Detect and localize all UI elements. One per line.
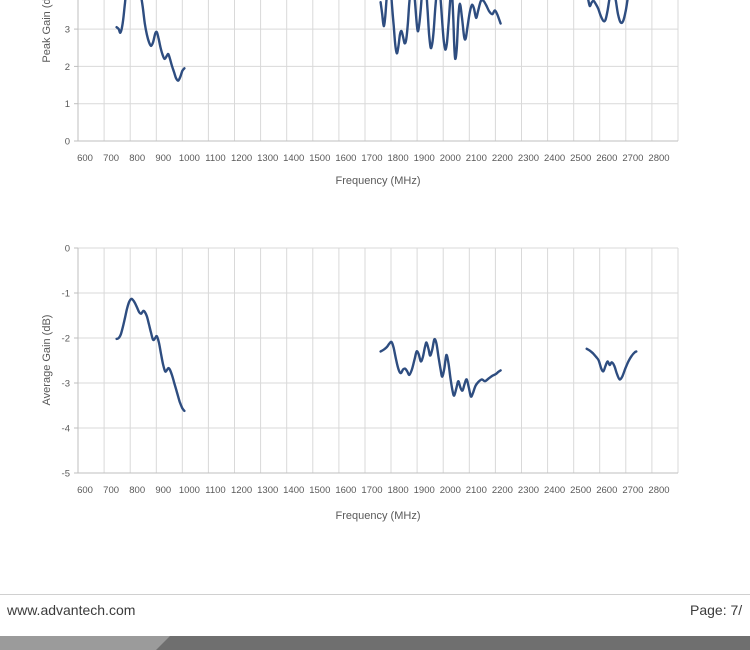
svg-text:0: 0: [65, 137, 70, 148]
tick-labels: 0 -1 -2 -3 -4 -5 600 700 800 900 1000 1100 1200 1300 1…: [62, 244, 670, 497]
svg-text:0: 0: [65, 244, 70, 255]
bottom-bar: [0, 636, 750, 650]
svg-text:600: 600: [77, 485, 93, 496]
svg-text:700: 700: [103, 485, 119, 496]
svg-text:900: 900: [155, 485, 171, 496]
peak-chart-y-axis-title: Peak Gain (dB): [41, 0, 53, 63]
svg-text:-5: -5: [62, 469, 70, 480]
svg-text:1100: 1100: [205, 153, 225, 164]
svg-text:1500: 1500: [309, 485, 330, 496]
peak-chart-x-axis-title: Frequency (MHz): [335, 175, 421, 187]
footer-page-number: Page: 7/: [690, 602, 743, 618]
svg-text:-4: -4: [62, 424, 70, 435]
gridlines: [77, 247, 679, 474]
footer-divider: [0, 594, 750, 595]
svg-text:2300: 2300: [518, 485, 539, 496]
svg-text:2200: 2200: [492, 485, 513, 496]
svg-text:2700: 2700: [622, 153, 643, 164]
series-line: [115, 297, 638, 413]
average-chart-x-axis-title: Frequency (MHz): [335, 510, 421, 522]
svg-text:1900: 1900: [414, 485, 435, 496]
svg-text:2100: 2100: [466, 153, 487, 164]
svg-text:3: 3: [65, 25, 70, 36]
svg-text:1300: 1300: [257, 485, 278, 496]
svg-text:2000: 2000: [440, 485, 461, 496]
footer-website-link[interactable]: www.advantech.com: [7, 602, 136, 618]
svg-text:1400: 1400: [283, 153, 304, 164]
svg-text:2500: 2500: [570, 485, 591, 496]
svg-text:2300: 2300: [518, 153, 539, 164]
svg-text:2400: 2400: [544, 485, 565, 496]
svg-text:1700: 1700: [361, 485, 382, 496]
svg-text:2: 2: [65, 62, 70, 73]
axes: [74, 247, 678, 474]
svg-text:2600: 2600: [596, 153, 617, 164]
svg-text:600: 600: [77, 153, 93, 164]
average-chart-y-axis-title: Average Gain (dB): [41, 314, 53, 406]
svg-text:800: 800: [129, 153, 145, 164]
svg-text:-2: -2: [62, 334, 70, 345]
svg-text:1: 1: [65, 99, 70, 110]
svg-text:1000: 1000: [179, 485, 200, 496]
svg-text:2000: 2000: [440, 153, 461, 164]
axes: [74, 0, 678, 142]
gridlines: [77, 0, 679, 142]
svg-text:1300: 1300: [257, 153, 278, 164]
svg-text:2100: 2100: [466, 485, 487, 496]
svg-text:2800: 2800: [648, 153, 669, 164]
svg-text:2800: 2800: [648, 485, 669, 496]
svg-text:1800: 1800: [388, 485, 409, 496]
svg-text:1500: 1500: [309, 153, 330, 164]
svg-text:1200: 1200: [231, 485, 252, 496]
svg-text:1600: 1600: [335, 485, 356, 496]
svg-text:2700: 2700: [622, 485, 643, 496]
svg-text:1000: 1000: [179, 153, 200, 164]
svg-text:-1: -1: [62, 289, 70, 300]
svg-text:900: 900: [155, 153, 171, 164]
svg-text:1600: 1600: [335, 153, 356, 164]
tick-labels: 0 1 2 3 600 700 800 900 1000 1100 1200 1300 1400 1500…: [65, 25, 670, 164]
svg-text:1400: 1400: [283, 485, 304, 496]
svg-text:2200: 2200: [492, 153, 513, 164]
svg-text:1100: 1100: [205, 485, 225, 496]
svg-text:1800: 1800: [388, 153, 409, 164]
svg-text:2400: 2400: [544, 153, 565, 164]
peak-gain-chart-canvas: 0 1 2 3 600 700 800 900 1000 1100 1200 1300 1400 1500…: [65, 0, 679, 164]
svg-text:-3: -3: [62, 379, 70, 390]
svg-text:1900: 1900: [414, 153, 435, 164]
svg-text:2600: 2600: [596, 485, 617, 496]
svg-text:700: 700: [103, 153, 119, 164]
svg-text:800: 800: [129, 485, 145, 496]
series-line: [115, 0, 629, 82]
average-gain-chart-canvas: 0 -1 -2 -3 -4 -5 600 700 800 900 1000 1100 1200 1300 1…: [62, 244, 679, 497]
svg-text:1200: 1200: [231, 153, 252, 164]
svg-text:1700: 1700: [361, 153, 382, 164]
svg-text:2500: 2500: [570, 153, 591, 164]
bottom-bar-light-segment: [0, 636, 170, 650]
